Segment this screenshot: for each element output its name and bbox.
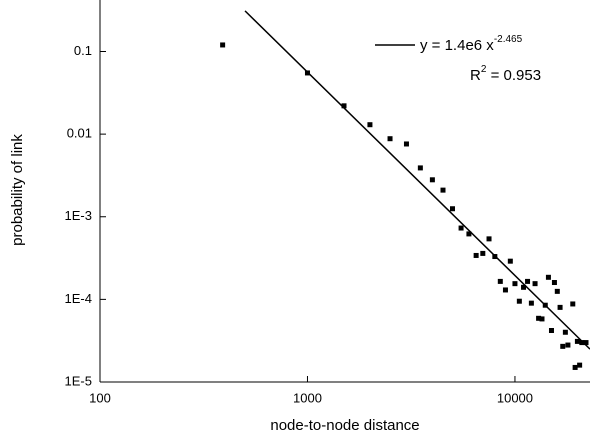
x-tick-label: 1000 [293,390,322,405]
point [579,340,585,346]
point [387,136,393,142]
equation-text: y = 1.4e6 x [420,37,494,54]
point [486,236,492,242]
x-tick-label: 10000 [497,390,533,405]
point [480,250,486,256]
point [557,304,563,310]
point [458,225,464,231]
point [516,298,522,304]
point [417,165,423,171]
point [466,231,472,237]
point [551,280,557,286]
point [562,329,568,335]
equation-exponent: -2.465 [494,34,523,45]
point [548,328,554,334]
y-axis-label: probability of link [9,134,26,246]
y-tick-label: 1E-5 [65,373,92,388]
r-squared-sup: 2 [481,64,487,75]
point [367,122,373,128]
point [570,301,576,307]
r-squared-value: = 0.953 [486,67,541,84]
r-squared-label: R [470,67,481,84]
point [429,177,435,183]
point [440,187,446,193]
point [525,278,531,284]
point [449,206,455,212]
point [565,342,571,348]
point [521,284,527,290]
fit-line [244,10,590,350]
r-squared: R2 = 0.953 [470,64,541,84]
point [560,343,566,349]
y-tick-label: 0.01 [67,126,92,141]
point [497,278,503,284]
point [554,288,560,294]
point [341,103,347,109]
point [545,274,551,280]
equation: y = 1.4e6 x-2.465 [420,34,523,54]
point [539,316,545,322]
point [403,141,409,147]
point [502,287,508,293]
point [574,338,580,344]
y-tick-label: 1E-3 [65,208,92,223]
point [572,364,578,370]
y-tick-label: 1E-4 [65,291,92,306]
point [532,281,538,287]
point [507,258,513,264]
y-tick-label: 0.1 [74,43,92,58]
point [220,42,226,48]
point [583,340,589,346]
point [528,300,534,306]
point [473,252,479,258]
point [577,362,583,368]
point [512,281,518,287]
x-axis-label: node-to-node distance [270,417,419,434]
point [536,315,542,321]
x-tick-label: 100 [89,390,111,405]
